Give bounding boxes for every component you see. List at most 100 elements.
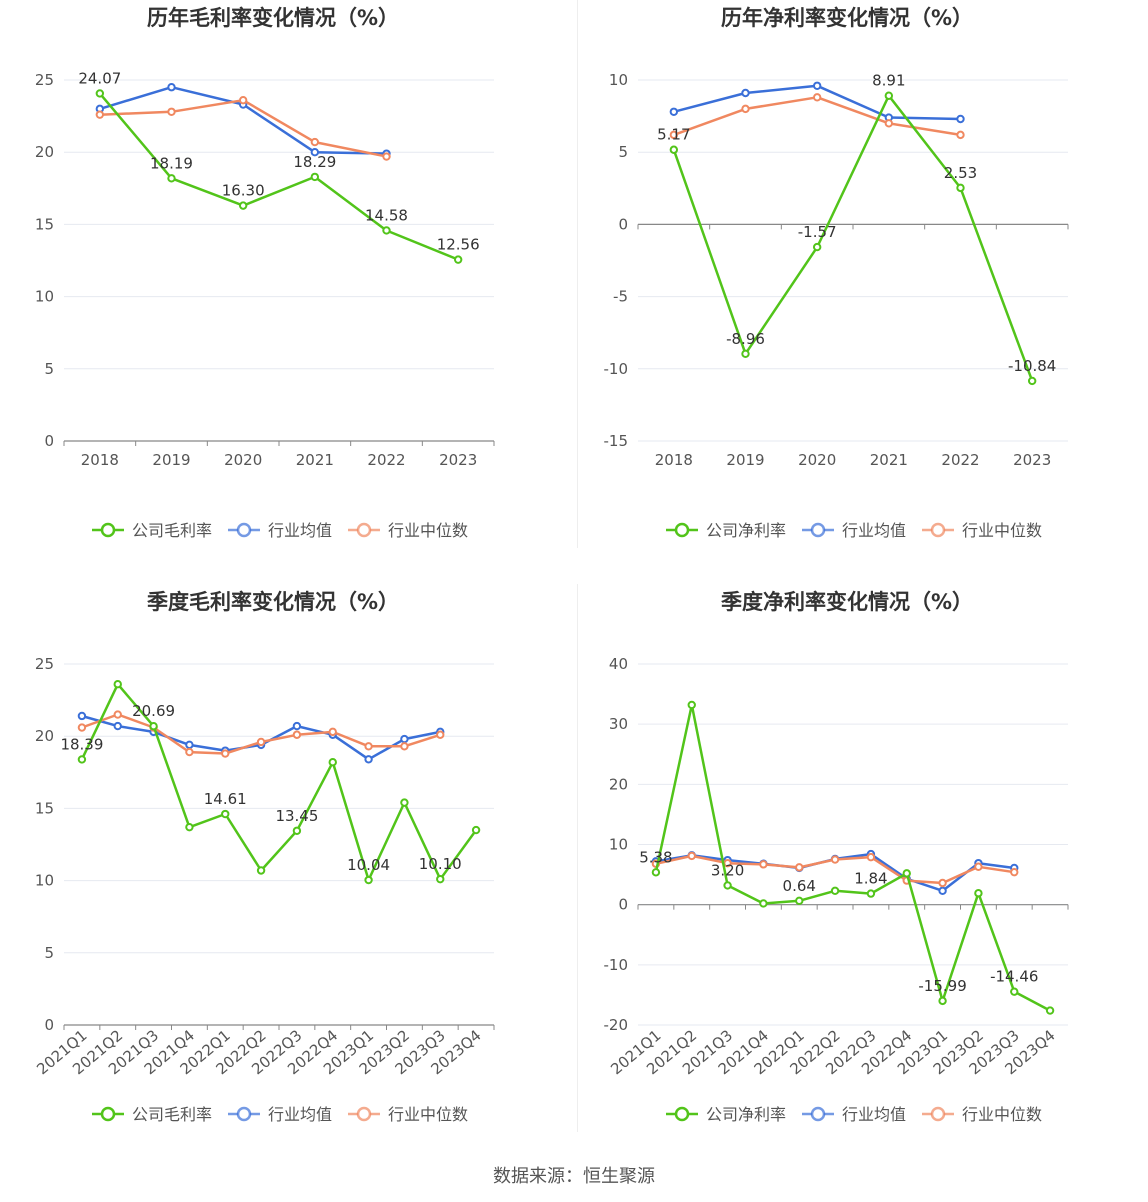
- data-point: [812, 93, 822, 102]
- legend-marker: [100, 1106, 116, 1122]
- data-point: [974, 862, 983, 871]
- data-point: [741, 88, 750, 98]
- data-label: -15.99: [918, 977, 966, 995]
- data-point: [77, 711, 87, 721]
- data-point: [669, 130, 679, 140]
- data-point: [956, 130, 965, 140]
- y-tick-label: 0: [618, 215, 628, 233]
- data-point: [651, 868, 661, 877]
- x-tick-label: 2020: [798, 451, 836, 469]
- data-point: [436, 874, 445, 884]
- data-point: [866, 852, 876, 862]
- legend-label: 公司净利率: [706, 1105, 786, 1124]
- data-point: [149, 722, 158, 731]
- data-point: [77, 723, 87, 732]
- data-point: [956, 183, 965, 193]
- data-label: 12.56: [437, 236, 480, 254]
- data-point: [328, 757, 337, 767]
- data-point: [938, 886, 947, 896]
- data-point: [956, 114, 965, 124]
- x-tick-label: 2019: [726, 451, 764, 469]
- panel-divider: [577, 584, 578, 1132]
- series-line-company: [672, 94, 1034, 382]
- data-point: [310, 148, 320, 157]
- series-line-company: [654, 703, 1051, 1012]
- y-tick-label: 5: [44, 360, 54, 378]
- data-point: [292, 721, 302, 731]
- data-point: [95, 110, 105, 119]
- data-point: [759, 899, 768, 908]
- data-point: [830, 886, 840, 896]
- data-point: [1027, 376, 1037, 386]
- data-point: [884, 91, 894, 100]
- data-point: [382, 152, 391, 161]
- data-label: 5.17: [657, 126, 690, 144]
- y-tick-label: 0: [44, 432, 54, 450]
- data-point: [167, 107, 176, 116]
- legend-marker: [810, 1106, 826, 1122]
- legend-label: 行业均值: [268, 1105, 332, 1124]
- x-tick-label: 2021: [870, 451, 908, 469]
- data-point: [292, 730, 302, 739]
- y-tick-label: 15: [35, 799, 54, 817]
- data-label: 16.30: [222, 182, 265, 200]
- data-label: 20.69: [132, 702, 175, 720]
- legend-marker: [674, 1106, 690, 1122]
- x-tick-label: 2022: [941, 451, 979, 469]
- data-label: 2.53: [944, 164, 977, 182]
- data-label: 14.58: [365, 206, 408, 224]
- legend-label: 行业中位数: [388, 1105, 468, 1124]
- y-tick-label: 5: [618, 143, 628, 161]
- y-tick-label: 15: [35, 215, 54, 233]
- data-point: [113, 710, 122, 719]
- data-point: [238, 96, 248, 105]
- legend-label: 公司毛利率: [132, 1105, 212, 1124]
- data-point: [167, 83, 176, 92]
- data-source-note: 数据来源：恒生聚源: [493, 1166, 655, 1187]
- data-point: [669, 107, 679, 116]
- series-line-industry-avg: [673, 84, 961, 121]
- y-tick-label: 10: [609, 836, 628, 854]
- data-label: -10.84: [1008, 357, 1056, 375]
- y-tick-label: 5: [44, 944, 54, 962]
- legend-label: 行业均值: [842, 1105, 906, 1124]
- data-point: [795, 863, 804, 872]
- data-point: [400, 798, 409, 807]
- data-label: 18.39: [60, 735, 103, 753]
- data-point: [1010, 987, 1019, 996]
- legend-label: 行业中位数: [962, 1105, 1042, 1124]
- y-tick-label: 20: [609, 775, 628, 793]
- data-point: [795, 896, 804, 906]
- series-line-industry-median: [673, 96, 961, 137]
- annual-gross-margin-chart: 历年毛利率变化情况（%） 0 5 10 15 20 25 2018 2019 2020 2021 20…: [0, 0, 574, 584]
- data-point: [328, 727, 337, 737]
- data-point: [687, 700, 696, 710]
- y-tick-label: 10: [609, 71, 628, 89]
- data-label: 5.38: [639, 848, 672, 866]
- data-point: [364, 742, 373, 751]
- data-point: [310, 137, 320, 147]
- data-point: [382, 226, 391, 235]
- data-label: 18.19: [150, 154, 193, 172]
- data-point: [256, 866, 266, 875]
- data-label: 8.91: [872, 72, 905, 90]
- y-tick-label: 40: [609, 655, 628, 673]
- data-point: [364, 755, 373, 764]
- data-point: [974, 889, 983, 898]
- data-point: [902, 869, 911, 878]
- series-line-company: [98, 92, 459, 261]
- data-label: 10.10: [419, 855, 462, 873]
- data-point: [221, 749, 230, 758]
- chart-svg: 季度毛利率变化情况（%）05101520252021Q12021Q22021Q3…: [33, 590, 495, 1124]
- y-tick-label: -10: [604, 956, 629, 974]
- legend-marker: [236, 1106, 252, 1122]
- data-point: [669, 145, 679, 154]
- panel-divider: [577, 0, 578, 548]
- data-label: 10.04: [347, 856, 390, 874]
- data-point: [1045, 1006, 1055, 1015]
- x-tick-label: 2018: [655, 451, 693, 469]
- legend-marker: [674, 522, 690, 538]
- data-point: [812, 242, 822, 252]
- y-tick-label: 20: [35, 143, 54, 161]
- legend-label: 行业均值: [842, 521, 906, 540]
